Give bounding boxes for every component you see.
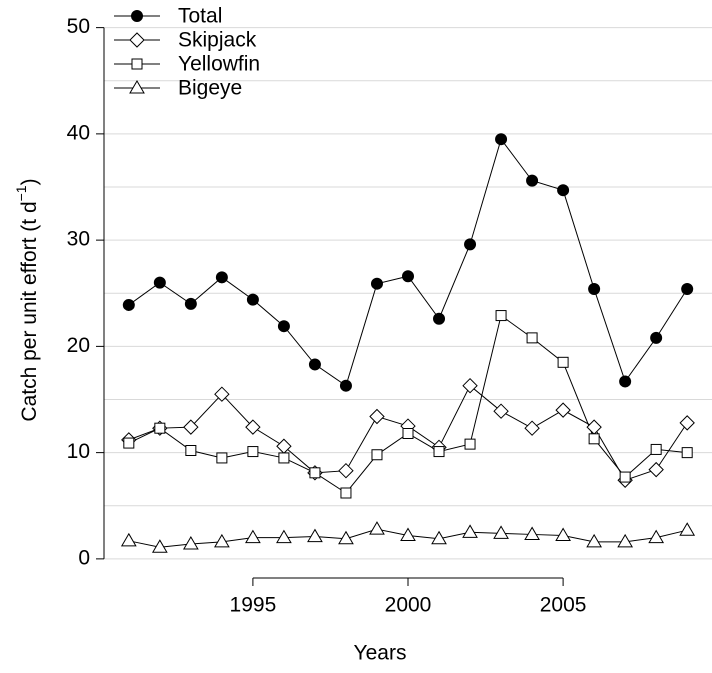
marker bbox=[681, 447, 693, 459]
legend-label: Total bbox=[178, 5, 222, 28]
marker bbox=[338, 530, 354, 545]
legend-label: Bigeye bbox=[178, 77, 242, 100]
marker bbox=[214, 533, 230, 548]
marker bbox=[308, 358, 321, 371]
marker bbox=[679, 415, 695, 431]
marker bbox=[586, 533, 602, 548]
legend-marker bbox=[131, 10, 143, 22]
y-tick-label: 20 bbox=[67, 334, 90, 357]
marker bbox=[369, 408, 385, 425]
marker bbox=[151, 539, 168, 553]
y-axis-label-sup: −1 bbox=[13, 185, 29, 201]
legend-marker bbox=[129, 80, 145, 94]
y-axis-label: Catch per unit effort (t d−1) bbox=[13, 178, 41, 421]
series-line bbox=[128, 138, 688, 387]
marker bbox=[276, 438, 292, 454]
marker bbox=[462, 377, 478, 394]
marker bbox=[370, 277, 383, 290]
marker bbox=[309, 467, 321, 479]
marker bbox=[464, 438, 476, 450]
marker bbox=[400, 527, 416, 541]
marker bbox=[307, 528, 323, 543]
marker bbox=[216, 452, 228, 464]
marker bbox=[555, 527, 571, 541]
marker bbox=[339, 379, 352, 392]
marker bbox=[679, 522, 696, 536]
marker bbox=[648, 529, 665, 544]
y-axis-label-close: ) bbox=[18, 178, 41, 185]
marker bbox=[402, 270, 414, 283]
y-tick-label: 40 bbox=[67, 121, 90, 144]
marker bbox=[586, 419, 602, 435]
x-tick-label: 2005 bbox=[540, 594, 587, 617]
marker bbox=[650, 443, 662, 455]
marker bbox=[433, 312, 446, 325]
marker bbox=[681, 283, 694, 295]
marker bbox=[247, 446, 259, 458]
marker bbox=[338, 462, 354, 479]
marker bbox=[214, 386, 230, 402]
marker bbox=[557, 356, 569, 368]
marker bbox=[619, 375, 632, 388]
marker bbox=[371, 449, 383, 461]
marker bbox=[154, 422, 166, 434]
marker bbox=[555, 402, 571, 418]
y-tick-label: 50 bbox=[67, 15, 90, 38]
marker bbox=[340, 487, 352, 499]
marker bbox=[185, 445, 197, 456]
marker bbox=[369, 521, 385, 535]
marker bbox=[402, 428, 414, 439]
legend-label: Yellowfin bbox=[178, 53, 260, 76]
marker bbox=[464, 238, 477, 251]
marker bbox=[526, 332, 538, 344]
marker bbox=[462, 524, 478, 538]
legend-marker bbox=[129, 32, 145, 48]
marker bbox=[123, 437, 135, 449]
marker bbox=[619, 471, 631, 483]
marker bbox=[246, 293, 259, 306]
x-tick-label: 1995 bbox=[230, 594, 277, 617]
x-axis-label: Years bbox=[354, 642, 407, 665]
marker bbox=[495, 310, 507, 322]
marker bbox=[526, 174, 539, 187]
marker bbox=[245, 419, 261, 435]
marker bbox=[278, 452, 290, 464]
marker bbox=[153, 276, 166, 289]
marker bbox=[650, 331, 663, 344]
marker bbox=[588, 433, 600, 445]
x-tick-label: 2000 bbox=[385, 594, 432, 617]
marker bbox=[493, 525, 509, 539]
marker bbox=[495, 133, 508, 146]
marker bbox=[276, 529, 292, 544]
marker bbox=[557, 184, 570, 197]
marker bbox=[182, 536, 199, 550]
marker bbox=[245, 529, 261, 544]
marker bbox=[617, 533, 634, 548]
marker bbox=[184, 297, 197, 310]
y-axis-label-text: Catch per unit effort (t d bbox=[18, 201, 41, 421]
marker bbox=[215, 271, 228, 284]
marker bbox=[433, 446, 445, 458]
y-tick-label: 30 bbox=[67, 228, 90, 251]
y-tick-label: 10 bbox=[67, 440, 90, 463]
marker bbox=[120, 532, 137, 547]
marker bbox=[431, 530, 447, 545]
marker bbox=[648, 461, 664, 478]
marker bbox=[524, 526, 540, 540]
legend-marker bbox=[131, 58, 143, 70]
marker bbox=[183, 419, 199, 435]
legend-label: Skipjack bbox=[178, 29, 257, 52]
marker bbox=[122, 298, 135, 311]
marker bbox=[493, 403, 509, 419]
marker bbox=[277, 320, 290, 333]
marker bbox=[524, 420, 540, 436]
marker bbox=[588, 283, 601, 295]
y-tick-label: 0 bbox=[78, 546, 90, 569]
